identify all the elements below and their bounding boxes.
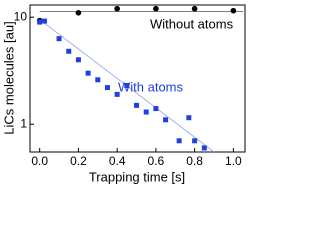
- point: [66, 48, 72, 54]
- y-axis-label: LiCs molecules [au]: [1, 21, 16, 134]
- point: [56, 36, 62, 42]
- series-label: With atoms: [118, 79, 184, 94]
- point: [124, 83, 130, 89]
- series-label: Without atoms: [150, 16, 234, 31]
- plot-frame: [29, 4, 246, 153]
- point: [37, 19, 43, 25]
- point: [104, 85, 110, 91]
- point: [114, 5, 120, 12]
- chart: Trapping time [s] LiCs molecules [au] 0.…: [1, 4, 246, 184]
- point: [192, 138, 198, 144]
- point: [75, 9, 82, 16]
- x-tick-label: 0.2: [70, 154, 87, 168]
- point: [75, 57, 81, 63]
- point: [95, 77, 101, 83]
- point: [153, 106, 159, 112]
- point: [114, 91, 120, 97]
- point: [85, 70, 91, 76]
- point: [134, 102, 140, 108]
- point: [186, 115, 192, 121]
- x-tick-label: 0.0: [31, 154, 48, 168]
- point: [163, 117, 169, 123]
- x-tick-label: 0.4: [109, 154, 126, 168]
- point: [176, 138, 182, 144]
- point: [143, 109, 149, 115]
- point: [191, 5, 198, 12]
- point: [153, 5, 159, 12]
- point: [201, 145, 207, 151]
- y-tick-label: 1: [20, 116, 27, 130]
- x-tick-label: 0.6: [148, 154, 165, 168]
- x-tick-label: 1.0: [225, 154, 242, 168]
- point: [42, 18, 48, 24]
- x-tick-label: 0.8: [186, 154, 203, 168]
- x-axis-label: Trapping time [s]: [89, 169, 185, 184]
- point: [230, 7, 237, 14]
- y-tick-label: 10: [14, 9, 28, 23]
